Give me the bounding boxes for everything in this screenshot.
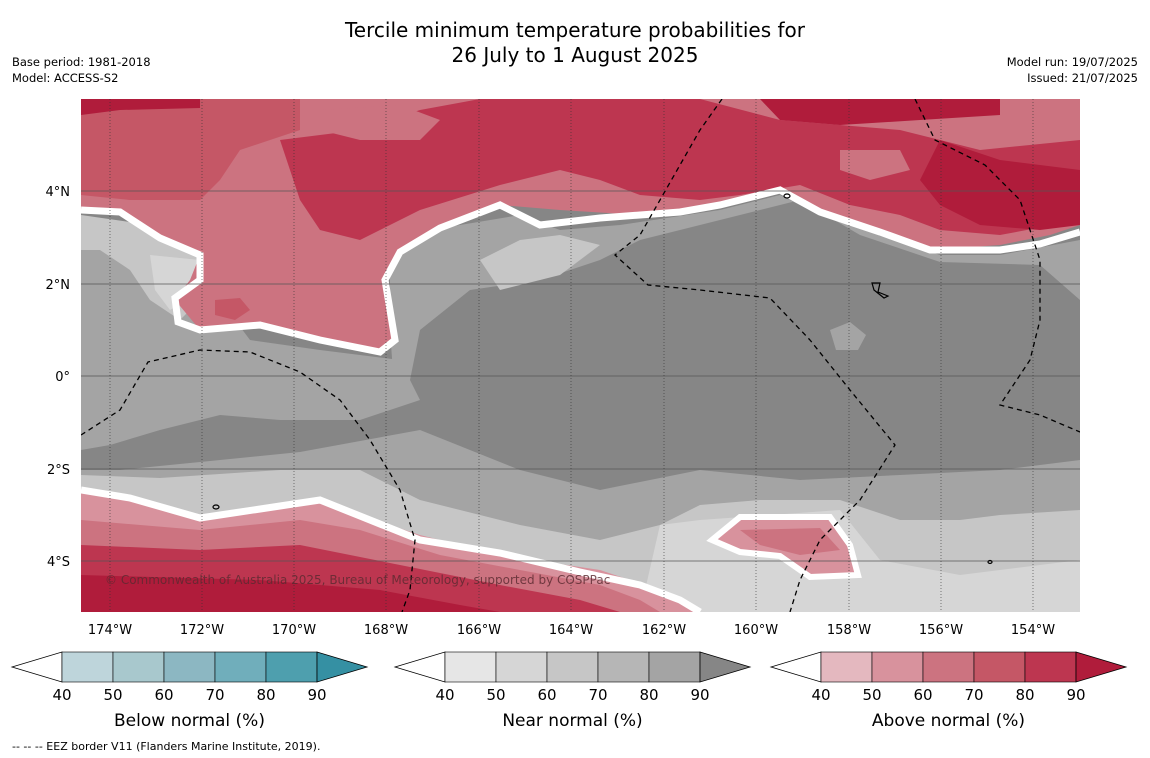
colorbar-tick-label: 70 (964, 686, 983, 704)
colorbar-near: 40 50 60 70 80 90 Near normal (%) (393, 651, 752, 731)
title-line-1: Tercile minimum temperature probabilitie… (344, 18, 806, 42)
colorbar-swatch (495, 651, 548, 683)
above-normal-90-ne (920, 140, 1080, 230)
colorbar-above: 40 50 60 70 80 90 Above normal (%) (769, 651, 1128, 731)
colorbar-swatch (112, 651, 165, 683)
colorbar-tick-label: 60 (154, 686, 173, 704)
above-normal-80-north (280, 99, 1080, 240)
colorbar-swatch (163, 651, 216, 683)
tercile-boundary-se (706, 514, 862, 581)
lon-tick-label: 170°W (272, 623, 316, 638)
colorbar-swatch (214, 651, 267, 683)
lon-tick-label: 172°W (180, 623, 224, 638)
above-normal-80-northwest (81, 99, 300, 200)
islands (212, 193, 993, 565)
colorbar-tick-label: 80 (639, 686, 658, 704)
lat-tick-label: 2°S (47, 463, 70, 478)
colorbar-swatch (444, 651, 497, 683)
map-title: Tercile minimum temperature probabilitie… (0, 18, 1150, 68)
meta-right: Model run: 19/07/2025 Issued: 21/07/2025 (1007, 54, 1138, 86)
lat-tick-label: 0° (55, 370, 70, 385)
colorbar-swatch (61, 651, 114, 683)
colorbar-min-arrow (769, 651, 822, 683)
title-line-2: 26 July to 1 August 2025 (451, 43, 699, 67)
model-name: Model: ACCESS-S2 (12, 71, 119, 85)
colorbar-tick-label: 60 (913, 686, 932, 704)
colorbar-tick-label: 90 (690, 686, 709, 704)
colorbar-tick-label: 60 (537, 686, 556, 704)
meta-left: Base period: 1981-2018 Model: ACCESS-S2 (12, 54, 151, 86)
colorbar-max-arrow (699, 651, 752, 683)
lat-tick-labels: 4°N 2°N 0° 2°S 4°S (46, 185, 71, 570)
colorbar-tick-label: 80 (256, 686, 275, 704)
lon-tick-labels: 174°W 172°W 170°W 168°W 166°W 164°W 162°… (88, 623, 1055, 638)
colorbar-max-arrow (1075, 651, 1128, 683)
colorbar-below: 40 50 60 70 80 90 Below normal (%) (10, 651, 369, 731)
lon-tick-label: 164°W (549, 623, 593, 638)
colorbar-tick-label: 40 (435, 686, 454, 704)
colorbar-swatch (648, 651, 701, 683)
colorbar-swatch (820, 651, 873, 683)
colorbar-label: Near normal (%) (502, 711, 642, 731)
colorbar-tick-label: 40 (52, 686, 71, 704)
lon-tick-label: 154°W (1011, 623, 1055, 638)
copyright-notice: © Commonwealth of Australia 2025, Bureau… (105, 573, 610, 587)
colorbar-tick-label: 50 (103, 686, 122, 704)
colorbar-swatch (922, 651, 975, 683)
colorbar-tick-label: 70 (588, 686, 607, 704)
lat-tick-label: 4°N (46, 185, 71, 200)
colorbar-min-arrow (393, 651, 446, 683)
above-normal-70-ne-patch (840, 150, 910, 180)
colorbar-max-arrow (316, 651, 369, 683)
colorbar-label: Above normal (%) (872, 711, 1025, 731)
above-normal-80-small (215, 298, 250, 320)
above-normal-70-se-patch (740, 528, 840, 555)
above-normal-90-south (81, 575, 500, 612)
colorbar-tick-label: 50 (486, 686, 505, 704)
eez-borders (81, 99, 1080, 612)
colorbar-tick-label: 50 (862, 686, 881, 704)
colorbar-legend: 40 50 60 70 80 90 Below normal (%) 40 50 60 70 80 90… (10, 651, 1128, 731)
lon-tick-label: 156°W (919, 623, 963, 638)
colorbar-swatch (546, 651, 599, 683)
colorbar-tick-label: 90 (307, 686, 326, 704)
lon-tick-label: 160°W (734, 623, 778, 638)
colorbar-swatch (597, 651, 650, 683)
colorbar-swatch (1024, 651, 1077, 683)
lon-tick-label: 168°W (364, 623, 408, 638)
near-normal-patch (830, 322, 866, 350)
lon-tick-label: 166°W (457, 623, 501, 638)
model-run: Model run: 19/07/2025 (1006, 55, 1138, 69)
colorbar-tick-label: 40 (811, 686, 830, 704)
graticule (81, 190, 1080, 562)
colorbar-min-arrow (10, 651, 63, 683)
lat-tick-label: 4°S (47, 555, 70, 570)
near-normal-60-center (480, 235, 600, 290)
colorbar-tick-label: 80 (1015, 686, 1034, 704)
colorbar-swatch (973, 651, 1026, 683)
lon-tick-label: 174°W (88, 623, 132, 638)
colorbar-tick-label: 70 (205, 686, 224, 704)
base-period: Base period: 1981-2018 (12, 55, 151, 69)
issued-date: Issued: 21/07/2025 (1027, 71, 1138, 85)
above-normal-70-patch (320, 105, 440, 140)
above-normal-90-nw (81, 99, 200, 115)
above-normal-90-north (760, 99, 1000, 125)
colorbar-swatch (265, 651, 318, 683)
colorbar-swatch (871, 651, 924, 683)
eez-footnote: -- -- -- EEZ border V11 (Flanders Marine… (12, 740, 321, 753)
tercile-boundary-north (81, 186, 1080, 356)
lon-tick-label: 158°W (827, 623, 871, 638)
lat-tick-label: 2°N (46, 278, 71, 293)
colorbar-tick-label: 90 (1066, 686, 1085, 704)
tercile-boundary-south (81, 486, 702, 612)
lon-tick-label: 162°W (642, 623, 686, 638)
colorbar-label: Below normal (%) (114, 711, 265, 731)
map-plot-area: © Commonwealth of Australia 2025, Bureau… (81, 99, 1080, 612)
